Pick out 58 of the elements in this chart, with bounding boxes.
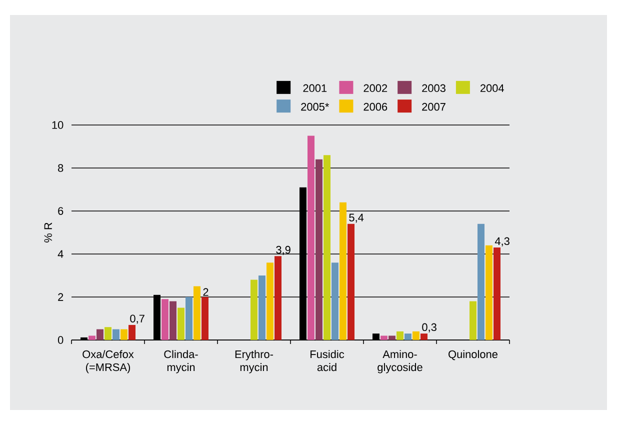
bar <box>104 327 112 340</box>
bar <box>112 329 120 340</box>
legend-label: 2004 <box>480 84 504 92</box>
data-label: 5,4 <box>349 214 364 223</box>
bar <box>250 280 258 340</box>
bar <box>420 334 428 340</box>
bar <box>170 301 176 340</box>
bar <box>120 329 128 340</box>
y-tick-label: 0 <box>58 336 64 344</box>
bar <box>266 262 274 340</box>
bar <box>412 331 420 340</box>
bar <box>348 224 354 340</box>
data-label: 0,3 <box>422 323 436 332</box>
bar <box>404 334 412 340</box>
y-tick-label: 6 <box>58 207 64 215</box>
legend-label: 2006 <box>364 102 388 111</box>
bar <box>340 202 346 340</box>
data-label: 4,3 <box>494 237 510 246</box>
bar <box>186 297 192 340</box>
x-tick-label: Oxa/Cefox (=MRSA) <box>82 350 134 374</box>
bar <box>258 276 266 340</box>
bar <box>194 286 200 340</box>
bar <box>308 136 314 340</box>
bar <box>128 324 136 340</box>
bar <box>178 308 184 340</box>
bar <box>388 336 396 340</box>
bar <box>470 301 476 340</box>
legend-label: 2005* <box>301 102 330 111</box>
bar <box>380 336 388 340</box>
y-tick-label: 10 <box>52 121 64 129</box>
x-tick-label: Fusidic acid <box>310 350 344 372</box>
bar <box>332 262 338 340</box>
bar <box>96 329 104 340</box>
y-tick-label: 4 <box>58 250 64 258</box>
legend-label: 2007 <box>422 102 446 111</box>
y-axis-title: % R <box>44 222 52 242</box>
y-tick-label: 8 <box>58 164 64 172</box>
bar <box>162 299 168 340</box>
bar <box>274 256 282 340</box>
x-tick-label: Quinolone <box>448 350 498 360</box>
legend-label: 2001 <box>303 84 327 92</box>
legend-label: 2002 <box>364 84 388 92</box>
x-tick-label: Clinda-mycin <box>164 350 198 374</box>
x-tick-label: Amino-glycoside <box>378 350 422 374</box>
data-label: 2 <box>203 288 208 296</box>
y-tick-label: 2 <box>58 293 64 301</box>
bar <box>486 245 492 340</box>
bar <box>478 224 484 340</box>
bar <box>316 159 322 340</box>
data-label: 3,9 <box>276 246 290 255</box>
bar <box>324 155 330 340</box>
bar <box>494 248 500 340</box>
data-label: 0,7 <box>130 314 144 324</box>
x-tick-label: Erythro-mycin <box>235 350 273 374</box>
bar <box>88 336 96 340</box>
legend-label: 2003 <box>422 84 446 92</box>
bar <box>396 331 404 340</box>
bar <box>202 297 208 340</box>
